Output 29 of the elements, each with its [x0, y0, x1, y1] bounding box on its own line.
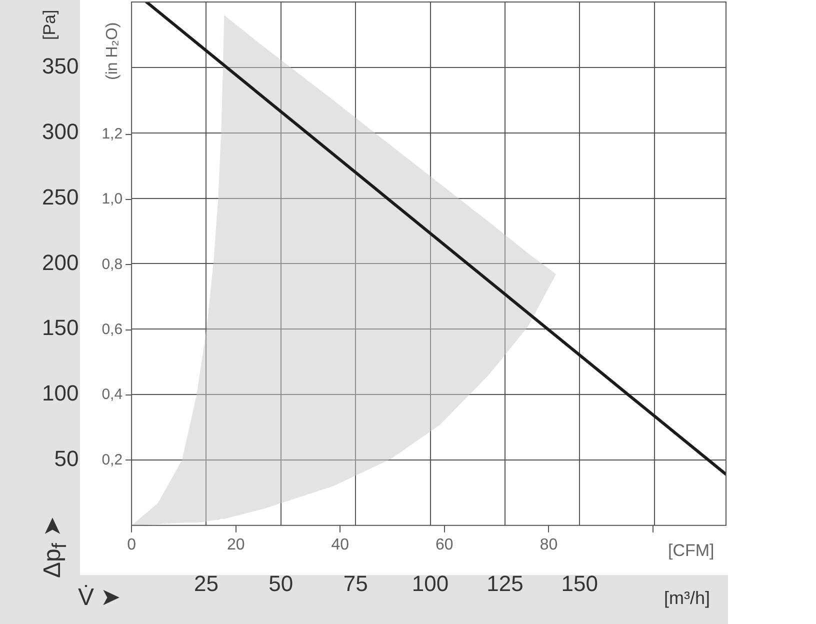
x-tick-label: 100 [412, 570, 449, 596]
y-tick-label: 50 [54, 446, 79, 472]
y2-tick-label: 0,2 [102, 451, 123, 468]
x-tick-label: 125 [486, 570, 524, 596]
x2-tick-label: 40 [331, 536, 350, 554]
y-tick-label: 200 [42, 250, 79, 275]
x-axis-title: [m³/h] [664, 588, 710, 609]
x-tick-label: 75 [343, 570, 368, 596]
x2-axis-title: [CFM] [668, 541, 714, 562]
x2-tick-label: 60 [436, 536, 454, 554]
x2-tick-label: 80 [540, 536, 558, 554]
y-tick-label: 250 [42, 184, 79, 210]
x-tick-label: 50 [268, 570, 294, 596]
y2-tick-label: 0,4 [102, 386, 123, 404]
y2-tick-label: 1,0 [102, 190, 123, 208]
x2-tick-label: 0 [127, 536, 136, 554]
y2-tick-label: 0,6 [102, 321, 123, 338]
y-tick-label: 150 [42, 315, 79, 340]
x-tick-label: 25 [194, 570, 218, 596]
y2-tick-label: 0,8 [102, 256, 123, 273]
x-tick-label: 150 [561, 570, 598, 596]
y-tick-label: 350 [42, 53, 79, 78]
y-axis-title: [Pa] [40, 10, 60, 40]
y-tick-label: 300 [42, 118, 79, 144]
y2-tick-label: 1,2 [102, 125, 123, 142]
y2-axis-title: (in H₂O) [104, 22, 122, 80]
text: V̇ ➤ [78, 583, 121, 612]
x2-tick-label: 20 [226, 536, 245, 554]
y-tick-label: 100 [42, 380, 79, 406]
